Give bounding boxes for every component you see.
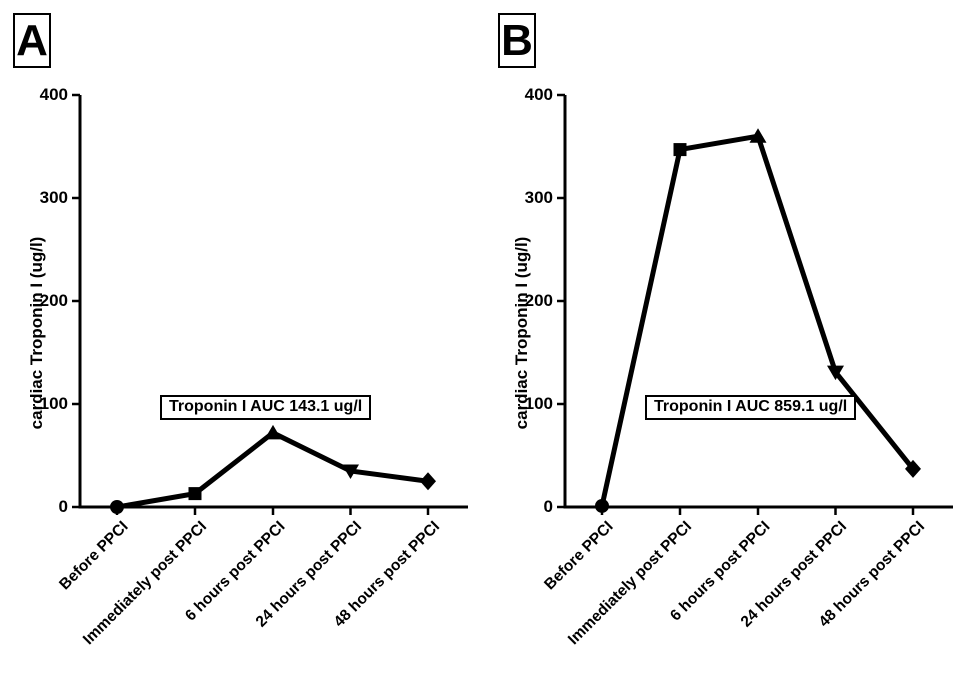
- y-tick-label: 400: [524, 85, 553, 104]
- panel-label-b: B: [498, 13, 536, 68]
- y-tick-label: 200: [39, 291, 68, 310]
- marker-triangle-down: [827, 365, 844, 381]
- marker-circle: [595, 498, 609, 513]
- y-tick-label: 100: [39, 394, 68, 413]
- marker-triangle-down: [342, 464, 359, 479]
- y-tick-label: 400: [39, 85, 68, 104]
- line-chart-a: [72, 93, 468, 515]
- y-tick-label: 0: [543, 497, 553, 516]
- marker-diamond: [420, 472, 436, 491]
- panel-a: A cardiac Troponin I (ug/l) Troponin I A…: [13, 13, 468, 648]
- axes: [78, 95, 468, 509]
- auc-annotation-b: Troponin I AUC 859.1 ug/l: [645, 395, 857, 420]
- y-tick-label: 0: [58, 497, 68, 516]
- marker-square: [188, 487, 202, 501]
- panel-b: B cardiac Troponin I (ug/l) Troponin I A…: [485, 0, 970, 675]
- line-chart-b: [557, 93, 953, 515]
- panel-letter: B: [501, 15, 533, 65]
- y-tick-label: 300: [524, 188, 553, 207]
- marker-triangle-up: [749, 128, 767, 143]
- y-axis-title: cardiac Troponin I (ug/l): [512, 236, 531, 430]
- marker-triangle-up: [264, 424, 282, 440]
- data-line: [599, 133, 915, 507]
- marker-diamond: [905, 459, 921, 478]
- auc-annotation-a: Troponin I AUC 143.1 ug/l: [160, 395, 372, 420]
- panel-letter: A: [16, 15, 48, 65]
- y-tick-label: 200: [524, 291, 553, 310]
- data-line: [116, 429, 429, 510]
- marker-circle: [110, 500, 124, 514]
- y-tick-label: 300: [39, 188, 68, 207]
- marker-square: [673, 143, 687, 157]
- panel-label-a: A: [13, 13, 51, 68]
- y-tick-label: 100: [524, 394, 553, 413]
- y-axis-title: cardiac Troponin I (ug/l): [27, 236, 46, 430]
